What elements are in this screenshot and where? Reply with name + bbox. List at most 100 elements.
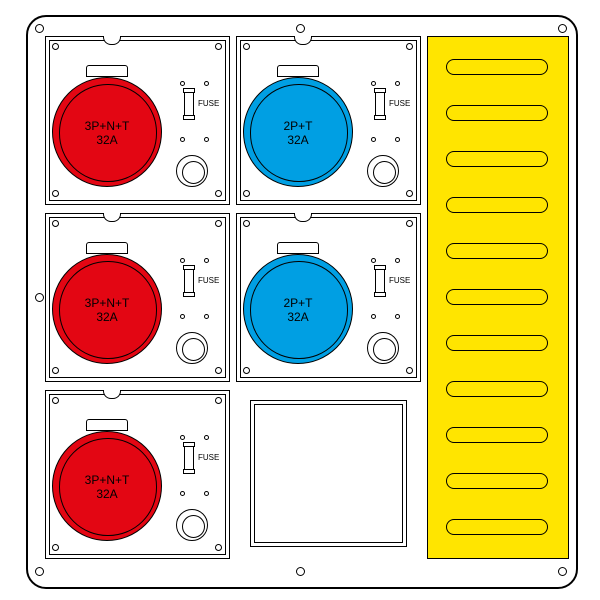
fuse-label: FUSE — [389, 276, 410, 285]
socket-line1: 2P+T — [283, 119, 312, 133]
socket-line2: 32A — [96, 310, 117, 324]
panel-screw — [35, 293, 44, 302]
socket-outlet: 2P+T32A — [243, 254, 353, 364]
dot — [180, 435, 185, 440]
panel-screw — [296, 567, 305, 576]
module-corner-hole — [243, 367, 250, 374]
socket-flap — [277, 65, 319, 77]
module-corner-hole — [215, 43, 222, 50]
dot — [371, 137, 376, 142]
socket-outlet: 3P+N+T32A — [52, 431, 162, 541]
fuse-icon — [184, 445, 194, 471]
fuse-icon — [375, 268, 385, 294]
socket-module: 2P+T32A FUSE — [236, 213, 421, 382]
socket-outlet: 3P+N+T32A — [52, 254, 162, 364]
fuse-icon — [184, 91, 194, 117]
module-corner-hole — [215, 220, 222, 227]
module-corner-hole — [215, 544, 222, 551]
module-corner-hole — [52, 43, 59, 50]
din-rail-panel — [427, 36, 569, 559]
module-corner-hole — [406, 190, 413, 197]
socket-line2: 32A — [287, 133, 308, 147]
socket-label: 2P+T32A — [244, 119, 352, 148]
dot — [371, 314, 376, 319]
fuse-label: FUSE — [389, 99, 410, 108]
fuse-label: FUSE — [198, 453, 219, 462]
blank-inner — [254, 404, 403, 543]
module-corner-hole — [52, 367, 59, 374]
socket-outlet: 2P+T32A — [243, 77, 353, 187]
aux-circle — [176, 155, 208, 187]
module-corner-hole — [52, 397, 59, 404]
dot — [371, 81, 376, 86]
dot — [180, 314, 185, 319]
module-corner-hole — [243, 43, 250, 50]
dot — [395, 137, 400, 142]
socket-line2: 32A — [287, 310, 308, 324]
socket-flap — [86, 242, 128, 254]
module-corner-hole — [406, 367, 413, 374]
panel-screw — [558, 24, 567, 33]
dot — [204, 314, 209, 319]
socket-line1: 2P+T — [283, 296, 312, 310]
dot — [204, 81, 209, 86]
dot — [180, 81, 185, 86]
socket-line1: 3P+N+T — [85, 473, 130, 487]
panel-screw — [35, 567, 44, 576]
rail-slot — [446, 519, 548, 535]
module-corner-hole — [215, 397, 222, 404]
rail-slot — [446, 197, 548, 213]
socket-line2: 32A — [96, 133, 117, 147]
module-corner-hole — [406, 220, 413, 227]
rail-slot — [446, 427, 548, 443]
rail-slot — [446, 243, 548, 259]
socket-outlet: 3P+N+T32A — [52, 77, 162, 187]
socket-module: 2P+T32A FUSE — [236, 36, 421, 205]
fuse-icon — [375, 91, 385, 117]
dot — [180, 137, 185, 142]
socket-line1: 3P+N+T — [85, 296, 130, 310]
socket-label: 3P+N+T32A — [53, 473, 161, 502]
module-corner-hole — [52, 544, 59, 551]
aux-circle — [367, 332, 399, 364]
dot — [204, 491, 209, 496]
aux-circle — [367, 155, 399, 187]
dot — [180, 258, 185, 263]
module-corner-hole — [243, 220, 250, 227]
dot — [204, 137, 209, 142]
module-corner-hole — [52, 190, 59, 197]
rail-slot — [446, 335, 548, 351]
panel-screw — [35, 24, 44, 33]
dot — [204, 435, 209, 440]
aux-circle — [176, 509, 208, 541]
rail-slot — [446, 59, 548, 75]
aux-circle — [176, 332, 208, 364]
rail-slot — [446, 151, 548, 167]
rail-slot — [446, 381, 548, 397]
socket-label: 3P+N+T32A — [53, 296, 161, 325]
module-corner-hole — [215, 190, 222, 197]
dot — [204, 258, 209, 263]
module-corner-hole — [406, 43, 413, 50]
fuse-label: FUSE — [198, 99, 219, 108]
rail-slot — [446, 289, 548, 305]
dot — [180, 491, 185, 496]
dot — [395, 258, 400, 263]
blank-module — [250, 400, 407, 547]
socket-flap — [86, 419, 128, 431]
socket-module: 3P+N+T32A FUSE — [45, 36, 230, 205]
socket-flap — [86, 65, 128, 77]
socket-flap — [277, 242, 319, 254]
dot — [395, 314, 400, 319]
socket-label: 2P+T32A — [244, 296, 352, 325]
socket-module: 3P+N+T32A FUSE — [45, 390, 230, 559]
fuse-label: FUSE — [198, 276, 219, 285]
module-corner-hole — [52, 220, 59, 227]
socket-line2: 32A — [96, 487, 117, 501]
fuse-icon — [184, 268, 194, 294]
dot — [395, 81, 400, 86]
module-corner-hole — [243, 190, 250, 197]
socket-module: 3P+N+T32A FUSE — [45, 213, 230, 382]
socket-line1: 3P+N+T — [85, 119, 130, 133]
socket-label: 3P+N+T32A — [53, 119, 161, 148]
